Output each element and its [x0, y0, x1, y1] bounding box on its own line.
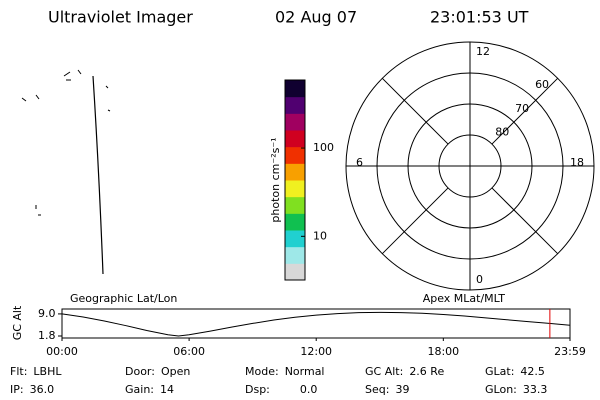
colorbar-frame	[284, 79, 306, 281]
mlt-label: 12	[476, 45, 490, 58]
colorbar-swatch	[285, 246, 305, 264]
x-tick-label: 00:00	[46, 345, 78, 358]
y-tick-label: 9.0	[38, 307, 56, 320]
status-footer: Flt: LBHL Door: Open Mode: Normal GC Alt: 2.6 R…	[10, 365, 547, 396]
x-tick-label: 18:00	[427, 345, 459, 358]
colorbar-swatch	[285, 196, 305, 214]
status-value: LBHL	[33, 365, 62, 378]
lat-ring-label: 80	[495, 126, 509, 139]
aurora-fragments	[21, 69, 111, 216]
status-value: Normal	[285, 365, 325, 378]
colorbar-tick-label: 100	[313, 141, 334, 154]
colorbar-tick-label: 10	[313, 229, 327, 242]
image-limb	[92, 75, 104, 275]
colorbar-label: photon cm⁻²s⁻¹	[269, 137, 282, 222]
colorbar-swatch	[285, 263, 305, 281]
plot-title-left: Geographic Lat/Lon	[70, 292, 177, 305]
lat-ring-label: 70	[515, 102, 529, 115]
colorbar-swatch	[285, 130, 305, 148]
x-tick-label: 12:00	[300, 345, 332, 358]
altitude-plot: Geographic Lat/Lon Apex MLat/MLT GC Alt 9.0…	[11, 292, 586, 358]
uv-image	[21, 69, 111, 275]
colorbar-swatch	[285, 180, 305, 198]
time: 23:01:53 UT	[430, 8, 529, 27]
colorbar-swatch	[285, 163, 305, 181]
status-value: 33.3	[523, 383, 548, 396]
status-value: 2.6 Re	[409, 365, 444, 378]
status-value: 14	[160, 383, 174, 396]
status-label: Seq:	[365, 383, 389, 396]
status-value: 42.5	[520, 365, 545, 378]
status-label: Door:	[125, 365, 155, 378]
colorbar-swatch	[285, 96, 305, 114]
diagonal-line	[491, 77, 559, 145]
mlt-label: 18	[570, 156, 584, 169]
status-label: Mode:	[245, 365, 279, 378]
mlt-label: 0	[476, 273, 483, 286]
colorbar-swatch	[285, 213, 305, 231]
instrument-title: Ultraviolet Imager	[48, 8, 193, 27]
status-label: IP:	[10, 383, 24, 396]
status-value: Open	[161, 365, 190, 378]
colorbar-swatch	[285, 80, 305, 98]
mlt-label: 6	[356, 156, 363, 169]
date: 02 Aug 07	[275, 8, 357, 27]
plot-frame	[61, 308, 571, 339]
colorbar: 10 100	[284, 79, 334, 281]
colorbar-swatch	[285, 230, 305, 248]
lat-ring-label: 60	[535, 78, 549, 91]
x-tick-label: 06:00	[173, 345, 205, 358]
y-tick-label: 1.8	[38, 329, 56, 342]
status-label: Dsp:	[245, 383, 270, 396]
status-label: GC Alt:	[365, 365, 403, 378]
status-label: GLat:	[485, 365, 514, 378]
polar-grid: 80 70 60 0 6 12 18	[345, 41, 595, 291]
colorbar-swatch	[285, 113, 305, 131]
y-axis-label: GC Alt	[11, 305, 24, 340]
status-label: GLon:	[485, 383, 517, 396]
diagonal-line	[381, 77, 449, 145]
status-value: 0.0	[300, 383, 318, 396]
diagonal-line	[381, 187, 449, 255]
status-label: Gain:	[125, 383, 154, 396]
status-value: 39	[395, 383, 409, 396]
diagonal-line	[491, 187, 559, 255]
colorbar-swatch	[285, 146, 305, 164]
altitude-line	[61, 311, 571, 337]
x-tick-label: 23:59	[554, 345, 586, 358]
plot-title-right: Apex MLat/MLT	[423, 292, 506, 305]
status-label: Flt:	[10, 365, 27, 378]
status-value: 36.0	[30, 383, 55, 396]
